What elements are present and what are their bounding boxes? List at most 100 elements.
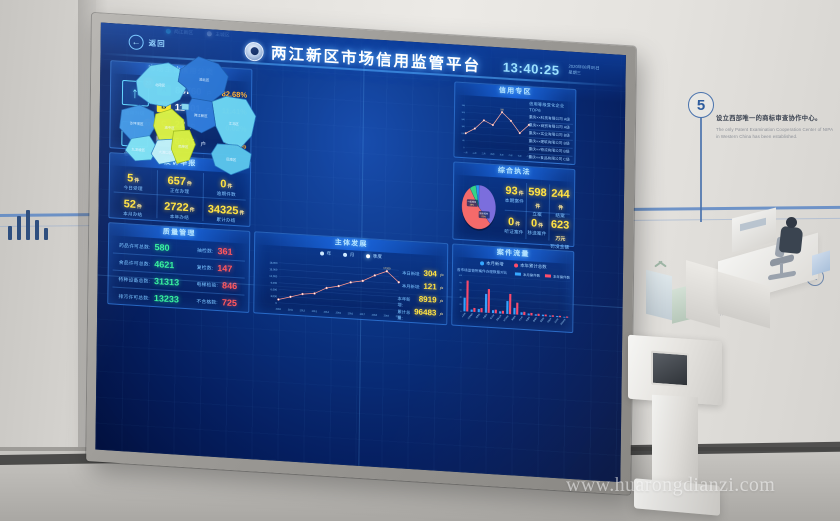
bar-legend-label: 本月新增 xyxy=(486,260,504,267)
dev-stat-label: 本年新增: xyxy=(397,296,411,308)
enforcement-panel-body: 一般程序 38% 简易程序 53% 93件 本期案件 xyxy=(453,175,574,250)
enforcement-kpi[interactable]: 598件 立案 xyxy=(526,186,549,218)
dev-stat-unit: 户 xyxy=(439,285,444,292)
trend-line-chart[interactable]: 0 60 120 180 240 300 360 一月 二月 三月 四月 五月 六月 七月 八月 320 xyxy=(456,97,531,160)
map-label-dadukou: 大渡口区 xyxy=(158,149,172,155)
dev-stat-unit: 户 xyxy=(439,311,444,318)
dev-stat-label: 本月新增: xyxy=(401,283,421,290)
region-map-svg[interactable]: 北碚区 渝北区 江北区 沙坪坝区 渝中区 九龙坡区 大渡口区 南岸区 巴南区 两… xyxy=(105,33,289,192)
svg-text:60: 60 xyxy=(460,289,462,291)
map-label-yuzhong: 渝中区 xyxy=(164,125,175,131)
svg-text:40: 40 xyxy=(459,297,461,299)
dev-tab-label: 年 xyxy=(326,250,332,257)
svg-text:2016: 2016 xyxy=(348,312,354,315)
wall-marker-stem xyxy=(700,118,702,222)
enforcement-pie-wrap[interactable]: 一般程序 38% 简易程序 53% xyxy=(456,180,501,239)
dev-stat-value: 304 xyxy=(423,268,437,279)
svg-text:四月: 四月 xyxy=(490,152,494,156)
illus-chair-pole xyxy=(780,263,783,275)
illus-person-head xyxy=(786,217,797,228)
case-flow-bar-chart[interactable]: 0 20 40 60 80 100 人和所 天宫殿所 鸳鸯所 礼嘉所 翠云所 玉峰山所 大竹林所 康美所水… xyxy=(453,272,572,333)
svg-text:2010: 2010 xyxy=(276,308,282,311)
map-label-center: 两江新区 xyxy=(194,112,208,118)
svg-text:2012: 2012 xyxy=(300,309,306,312)
dev-tab-month[interactable]: 月 xyxy=(343,252,354,259)
wall-left-panel xyxy=(0,0,96,521)
map-region-enclave[interactable] xyxy=(181,103,190,111)
svg-text:七月: 七月 xyxy=(517,153,521,157)
enforcement-kpi[interactable]: 244件 结案 xyxy=(549,187,572,219)
svg-text:15,000: 15,000 xyxy=(269,267,278,272)
map-region-nanan[interactable] xyxy=(170,129,196,164)
panel-case-flow: 案件流量 本月新增 本年累计总数 各市场监管所案件办理数量对比 本月案件数 本年… xyxy=(451,243,575,334)
svg-text:80: 80 xyxy=(460,282,462,284)
kiosk-screen[interactable] xyxy=(651,350,689,388)
svg-text:六月: 六月 xyxy=(508,153,512,157)
dev-tab-label: 季度 xyxy=(372,253,383,260)
kpi-value: 598件 xyxy=(528,186,547,210)
svg-text:简易程序: 简易程序 xyxy=(479,211,489,216)
display-screen[interactable]: ← 返回 两江新区市场信用监管平台 13:40:25 2020年08月05日 星期… xyxy=(95,22,626,483)
kpi-value: 93件 xyxy=(505,184,524,198)
map-region-shapingba[interactable] xyxy=(119,104,156,142)
enforcement-kpi[interactable]: 623万元 罚没金额 xyxy=(548,218,571,250)
trend-company-list[interactable]: 信用等级变化企业TOP6 重庆××科技有限公司 A级 重庆××商贸有限公司 A级… xyxy=(528,101,574,166)
svg-text:龙兴所: 龙兴所 xyxy=(553,317,560,324)
dev-stat-label: 本日新增: xyxy=(402,270,421,277)
wall-illustration xyxy=(640,195,840,345)
wall-text-chinese: 设立西部唯一的商标审查协作中心。 xyxy=(716,115,822,122)
dev-line-chart[interactable]: 0 3,000 6,000 9,000 12,000 15,000 18,000 2010 20… xyxy=(256,257,403,320)
kpi-value: 0件 xyxy=(530,217,544,230)
bar-legend-item[interactable]: 本月新增 xyxy=(479,260,504,267)
kiosk-base xyxy=(634,478,720,516)
map-region-banan[interactable] xyxy=(210,143,252,176)
map-label-beibei: 北碚区 xyxy=(155,82,166,88)
map-region-yubei[interactable] xyxy=(177,55,229,102)
svg-text:玉峰山所: 玉峰山所 xyxy=(495,314,503,322)
svg-text:120: 120 xyxy=(461,133,465,135)
dev-tab-quarter[interactable]: 季度 xyxy=(366,253,382,260)
dev-stat-label: 累计总量: xyxy=(397,309,411,321)
svg-text:240: 240 xyxy=(462,119,466,121)
panel-enforcement: 综合执法 一般程序 38% 简易程序 53% 93件 xyxy=(452,161,576,250)
svg-text:一般程序: 一般程序 xyxy=(467,199,477,204)
dev-stat-list: 本日新增: 304 户 本月新增: 121 户 本年新增: 8919 户 累计总量: 9648… xyxy=(397,267,444,322)
enforcement-kpi[interactable]: 0件 移送案件 xyxy=(525,217,548,237)
svg-text:180: 180 xyxy=(461,126,465,128)
svg-text:2015: 2015 xyxy=(336,311,342,314)
map-canvas[interactable]: 北碚区 渝北区 江北区 沙坪坝区 渝中区 九龙坡区 大渡口区 南岸区 巴南区 两… xyxy=(95,33,625,483)
wall-art-bars xyxy=(8,200,68,240)
svg-text:水土所: 水土所 xyxy=(517,315,524,322)
svg-text:五月: 五月 xyxy=(499,152,503,156)
wall-mounted-display: ← 返回 两江新区市场信用监管平台 13:40:25 2020年08月05日 星期… xyxy=(86,13,636,495)
enforcement-kpi[interactable]: 93件 本期案件 xyxy=(503,185,526,205)
bar-legend-item[interactable]: 本年累计总数 xyxy=(513,262,547,270)
svg-text:360: 360 xyxy=(462,105,466,107)
kpi-value: 244件 xyxy=(551,187,570,212)
svg-text:12,000: 12,000 xyxy=(269,274,278,279)
svg-text:60: 60 xyxy=(462,140,465,142)
kpi-value: 0件 xyxy=(507,215,521,229)
svg-text:二月: 二月 xyxy=(472,151,476,155)
interactive-kiosk[interactable] xyxy=(618,334,730,521)
svg-text:38%: 38% xyxy=(470,204,474,206)
svg-text:2019: 2019 xyxy=(384,314,390,317)
svg-text:复盛所: 复盛所 xyxy=(524,315,531,322)
map-region-jiulongpo[interactable] xyxy=(124,134,158,162)
dev-tab-year[interactable]: 年 xyxy=(320,250,331,257)
illus-plinth-a xyxy=(646,269,672,321)
svg-text:0: 0 xyxy=(275,301,277,305)
svg-text:17200: 17200 xyxy=(383,266,391,270)
map-label-jiulongpo: 九龙坡区 xyxy=(131,147,145,153)
enforcement-kpi[interactable]: 0件 听证案件 xyxy=(502,216,525,236)
kpi-value: 623万元 xyxy=(550,218,570,243)
map-region-jiangbei[interactable] xyxy=(211,96,257,151)
dev-tab-label: 月 xyxy=(349,252,355,258)
svg-text:天宫殿所: 天宫殿所 xyxy=(466,312,474,320)
panel-credit-zone: 信用专区 0 60 120 180 240 300 360 一月 二月 三月 四月 五月 六月 七月 八月 3… xyxy=(453,81,577,166)
svg-text:0: 0 xyxy=(460,311,461,313)
wall-marker-5: 5 xyxy=(688,92,714,118)
svg-text:鱼嘴所: 鱼嘴所 xyxy=(532,316,539,323)
